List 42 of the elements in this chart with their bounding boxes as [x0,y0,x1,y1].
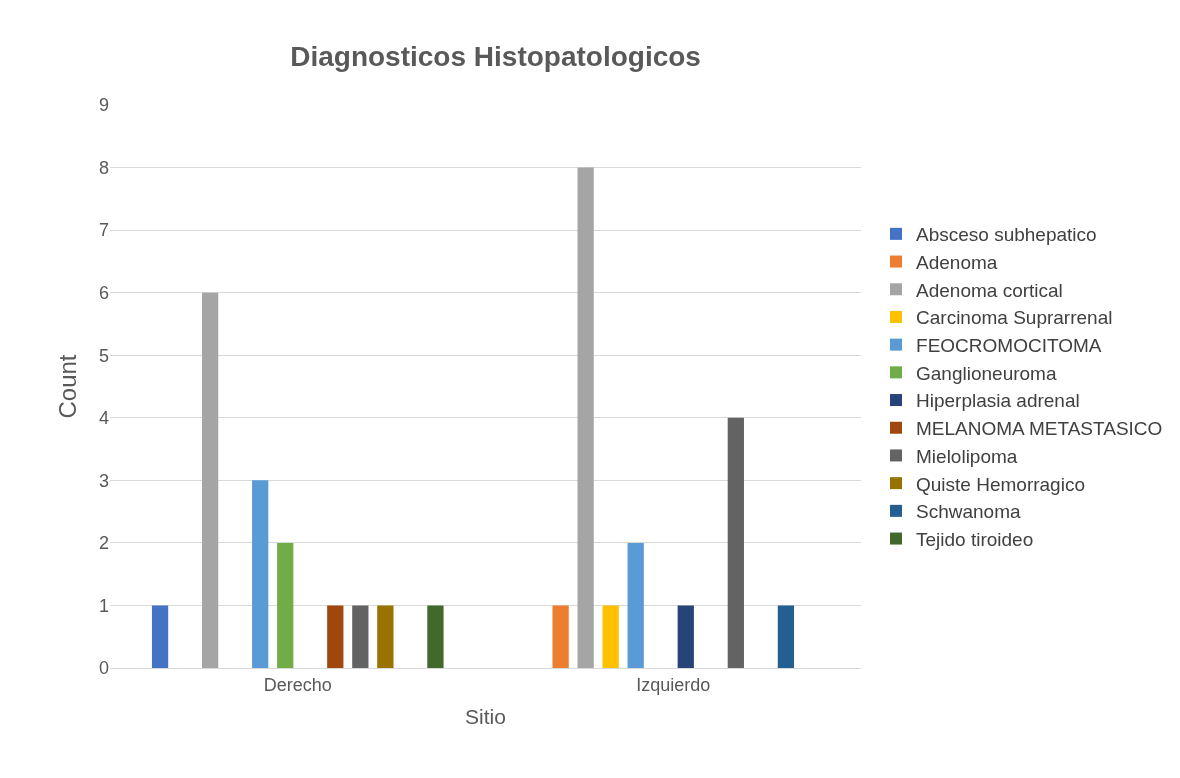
y-tick-label: 3 [98,470,109,491]
legend-label: Carcinoma Suprarrenal [916,307,1113,329]
legend-label: Adenoma cortical [916,279,1063,301]
legend-label: Ganglioneuroma [916,362,1057,384]
bar [327,605,344,668]
x-axis-title: Sitio [465,704,506,728]
x-tick-label: Derecho [263,674,332,695]
bar [627,542,644,668]
bar [577,167,594,668]
legend-label: Schwanoma [916,501,1022,523]
y-tick-label: 8 [98,157,109,178]
legend-label: MELANOMA METASTASICO [916,418,1163,440]
legend-label: FEOCROMOCITOMA [916,335,1102,357]
legend-label: Adenoma [916,251,998,273]
bar [727,417,744,668]
bar [552,605,569,668]
y-axis-title: Count [54,354,82,419]
bar [151,605,169,668]
legend-label: Quiste Hemorragico [916,473,1085,495]
bar [377,605,394,668]
legend-label: Mielolipoma [916,445,1018,467]
legend-label: Tejido tiroideo [916,528,1034,550]
y-tick-label: 5 [98,345,109,366]
legend-label: Hiperplasia adrenal [916,390,1080,412]
legend-label: Absceso subhepatico [916,224,1097,246]
bar [277,542,294,668]
bar [677,605,694,668]
y-tick-label: 7 [98,220,109,241]
x-tick-label: Izquierdo [636,674,711,695]
chart-title: Diagnosticos Histopatologicos [290,41,701,73]
bar [352,605,369,668]
bar [427,605,444,668]
y-tick-label: 2 [98,533,109,554]
bar [202,292,219,668]
y-tick-label: 1 [98,595,109,616]
y-tick-label: 6 [98,282,109,303]
bar [777,605,795,668]
bar [602,605,619,668]
y-tick-label: 4 [98,408,109,429]
y-tick-label: 9 [98,95,109,116]
y-tick-label: 0 [98,658,109,679]
bar [252,480,269,668]
